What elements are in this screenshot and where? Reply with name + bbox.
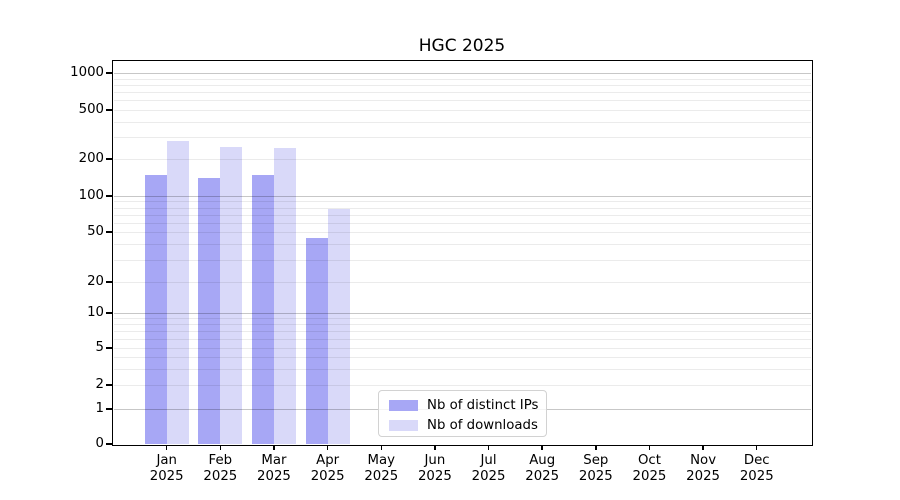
x-tick-mark bbox=[755, 445, 758, 450]
y-tick-mark bbox=[106, 312, 113, 314]
y-tick-label: 2 bbox=[95, 377, 104, 392]
y-tick-label: 1 bbox=[95, 401, 104, 416]
legend-label: Nb of distinct IPs bbox=[427, 398, 539, 413]
x-tick-mark bbox=[219, 445, 222, 450]
gridline-minor bbox=[114, 92, 811, 94]
chart-title: HGC 2025 bbox=[418, 36, 506, 56]
y-tick-mark bbox=[106, 347, 113, 349]
gridline-major bbox=[114, 313, 811, 314]
gridline-minor bbox=[114, 214, 811, 216]
y-tick-mark bbox=[106, 195, 113, 197]
y-tick-mark bbox=[106, 109, 113, 111]
gridline-minor bbox=[114, 385, 811, 386]
x-tick-mark bbox=[487, 445, 490, 450]
bar-downloads-jan-2025 bbox=[166, 140, 189, 444]
x-tick-label: Oct 2025 bbox=[632, 453, 667, 484]
bar-downloads-mar-2025 bbox=[273, 148, 296, 444]
y-tick-mark bbox=[106, 408, 113, 410]
gridline-minor bbox=[114, 324, 811, 326]
gridline-minor bbox=[114, 357, 811, 358]
gridline-minor bbox=[114, 110, 811, 111]
bar-downloads-feb-2025 bbox=[220, 146, 243, 444]
gridline-minor bbox=[114, 244, 811, 246]
gridline-major bbox=[114, 196, 811, 197]
y-tick-mark bbox=[106, 281, 113, 283]
x-tick-label: Mar 2025 bbox=[257, 453, 291, 484]
x-tick-mark bbox=[541, 445, 543, 450]
gridline-minor bbox=[114, 282, 811, 283]
gridline-minor bbox=[114, 222, 811, 224]
gridline-minor bbox=[114, 348, 811, 349]
bar-distinct_ips-mar-2025 bbox=[251, 175, 274, 444]
x-tick-mark bbox=[380, 445, 382, 450]
legend-item-downloads: Nb of downloads bbox=[389, 417, 538, 434]
gridline-minor bbox=[114, 121, 811, 123]
y-tick-label: 5 bbox=[95, 340, 104, 355]
legend: Nb of distinct IPs Nb of downloads bbox=[378, 390, 547, 437]
gridline-minor bbox=[114, 84, 811, 86]
y-tick-label: 10 bbox=[87, 305, 104, 320]
x-tick-label: Aug 2025 bbox=[525, 453, 560, 484]
x-tick-label: Apr 2025 bbox=[310, 453, 345, 484]
x-tick-mark bbox=[273, 445, 275, 450]
x-tick-mark bbox=[702, 445, 704, 450]
y-tick-label: 500 bbox=[78, 102, 104, 117]
gridline-minor bbox=[114, 232, 811, 233]
x-tick-mark bbox=[648, 445, 651, 450]
legend-label: Nb of downloads bbox=[427, 418, 538, 433]
bar-distinct_ips-jan-2025 bbox=[144, 175, 167, 444]
gridline-minor bbox=[114, 100, 811, 102]
x-tick-label: Nov 2025 bbox=[686, 453, 721, 484]
legend-swatch-distinct-ips-icon bbox=[389, 400, 418, 411]
y-tick-label: 0 bbox=[95, 436, 104, 451]
x-tick-mark bbox=[326, 445, 329, 450]
x-tick-mark bbox=[165, 445, 168, 450]
y-tick-mark bbox=[106, 72, 113, 74]
bar-distinct_ips-feb-2025 bbox=[198, 178, 221, 444]
bar-distinct_ips-apr-2025 bbox=[305, 237, 328, 444]
gridline-major bbox=[114, 73, 811, 74]
gridline-minor bbox=[114, 368, 811, 370]
x-tick-mark bbox=[434, 445, 436, 450]
x-tick-mark bbox=[595, 445, 597, 450]
x-tick-label: Feb 2025 bbox=[203, 453, 238, 484]
gridline-minor bbox=[114, 318, 811, 320]
x-tick-label: May 2025 bbox=[364, 453, 399, 484]
gridline-minor bbox=[114, 259, 811, 261]
gridline-minor bbox=[114, 201, 811, 203]
y-tick-label: 1000 bbox=[70, 65, 104, 80]
y-tick-mark bbox=[106, 443, 113, 445]
gridline-minor bbox=[114, 331, 811, 332]
gridline-minor bbox=[114, 159, 811, 160]
legend-item-distinct-ips: Nb of distinct IPs bbox=[389, 397, 539, 414]
x-tick-label: Jul 2025 bbox=[471, 453, 506, 484]
gridline-minor bbox=[114, 338, 811, 340]
y-tick-mark bbox=[106, 158, 113, 160]
x-tick-label: Sep 2025 bbox=[578, 453, 613, 484]
y-tick-mark bbox=[106, 231, 113, 233]
y-tick-mark bbox=[106, 384, 113, 386]
y-tick-label: 100 bbox=[78, 188, 104, 203]
gridline-minor bbox=[114, 207, 811, 209]
gridline-minor bbox=[114, 78, 811, 80]
x-tick-label: Jan 2025 bbox=[149, 453, 184, 484]
gridline-minor bbox=[114, 137, 811, 139]
x-tick-label: Jun 2025 bbox=[417, 453, 452, 484]
y-tick-label: 200 bbox=[78, 151, 104, 166]
x-tick-label: Dec 2025 bbox=[739, 453, 774, 484]
y-tick-label: 20 bbox=[87, 274, 104, 289]
y-tick-label: 50 bbox=[87, 224, 104, 239]
bar-downloads-apr-2025 bbox=[327, 208, 350, 444]
legend-swatch-downloads-icon bbox=[389, 420, 418, 431]
